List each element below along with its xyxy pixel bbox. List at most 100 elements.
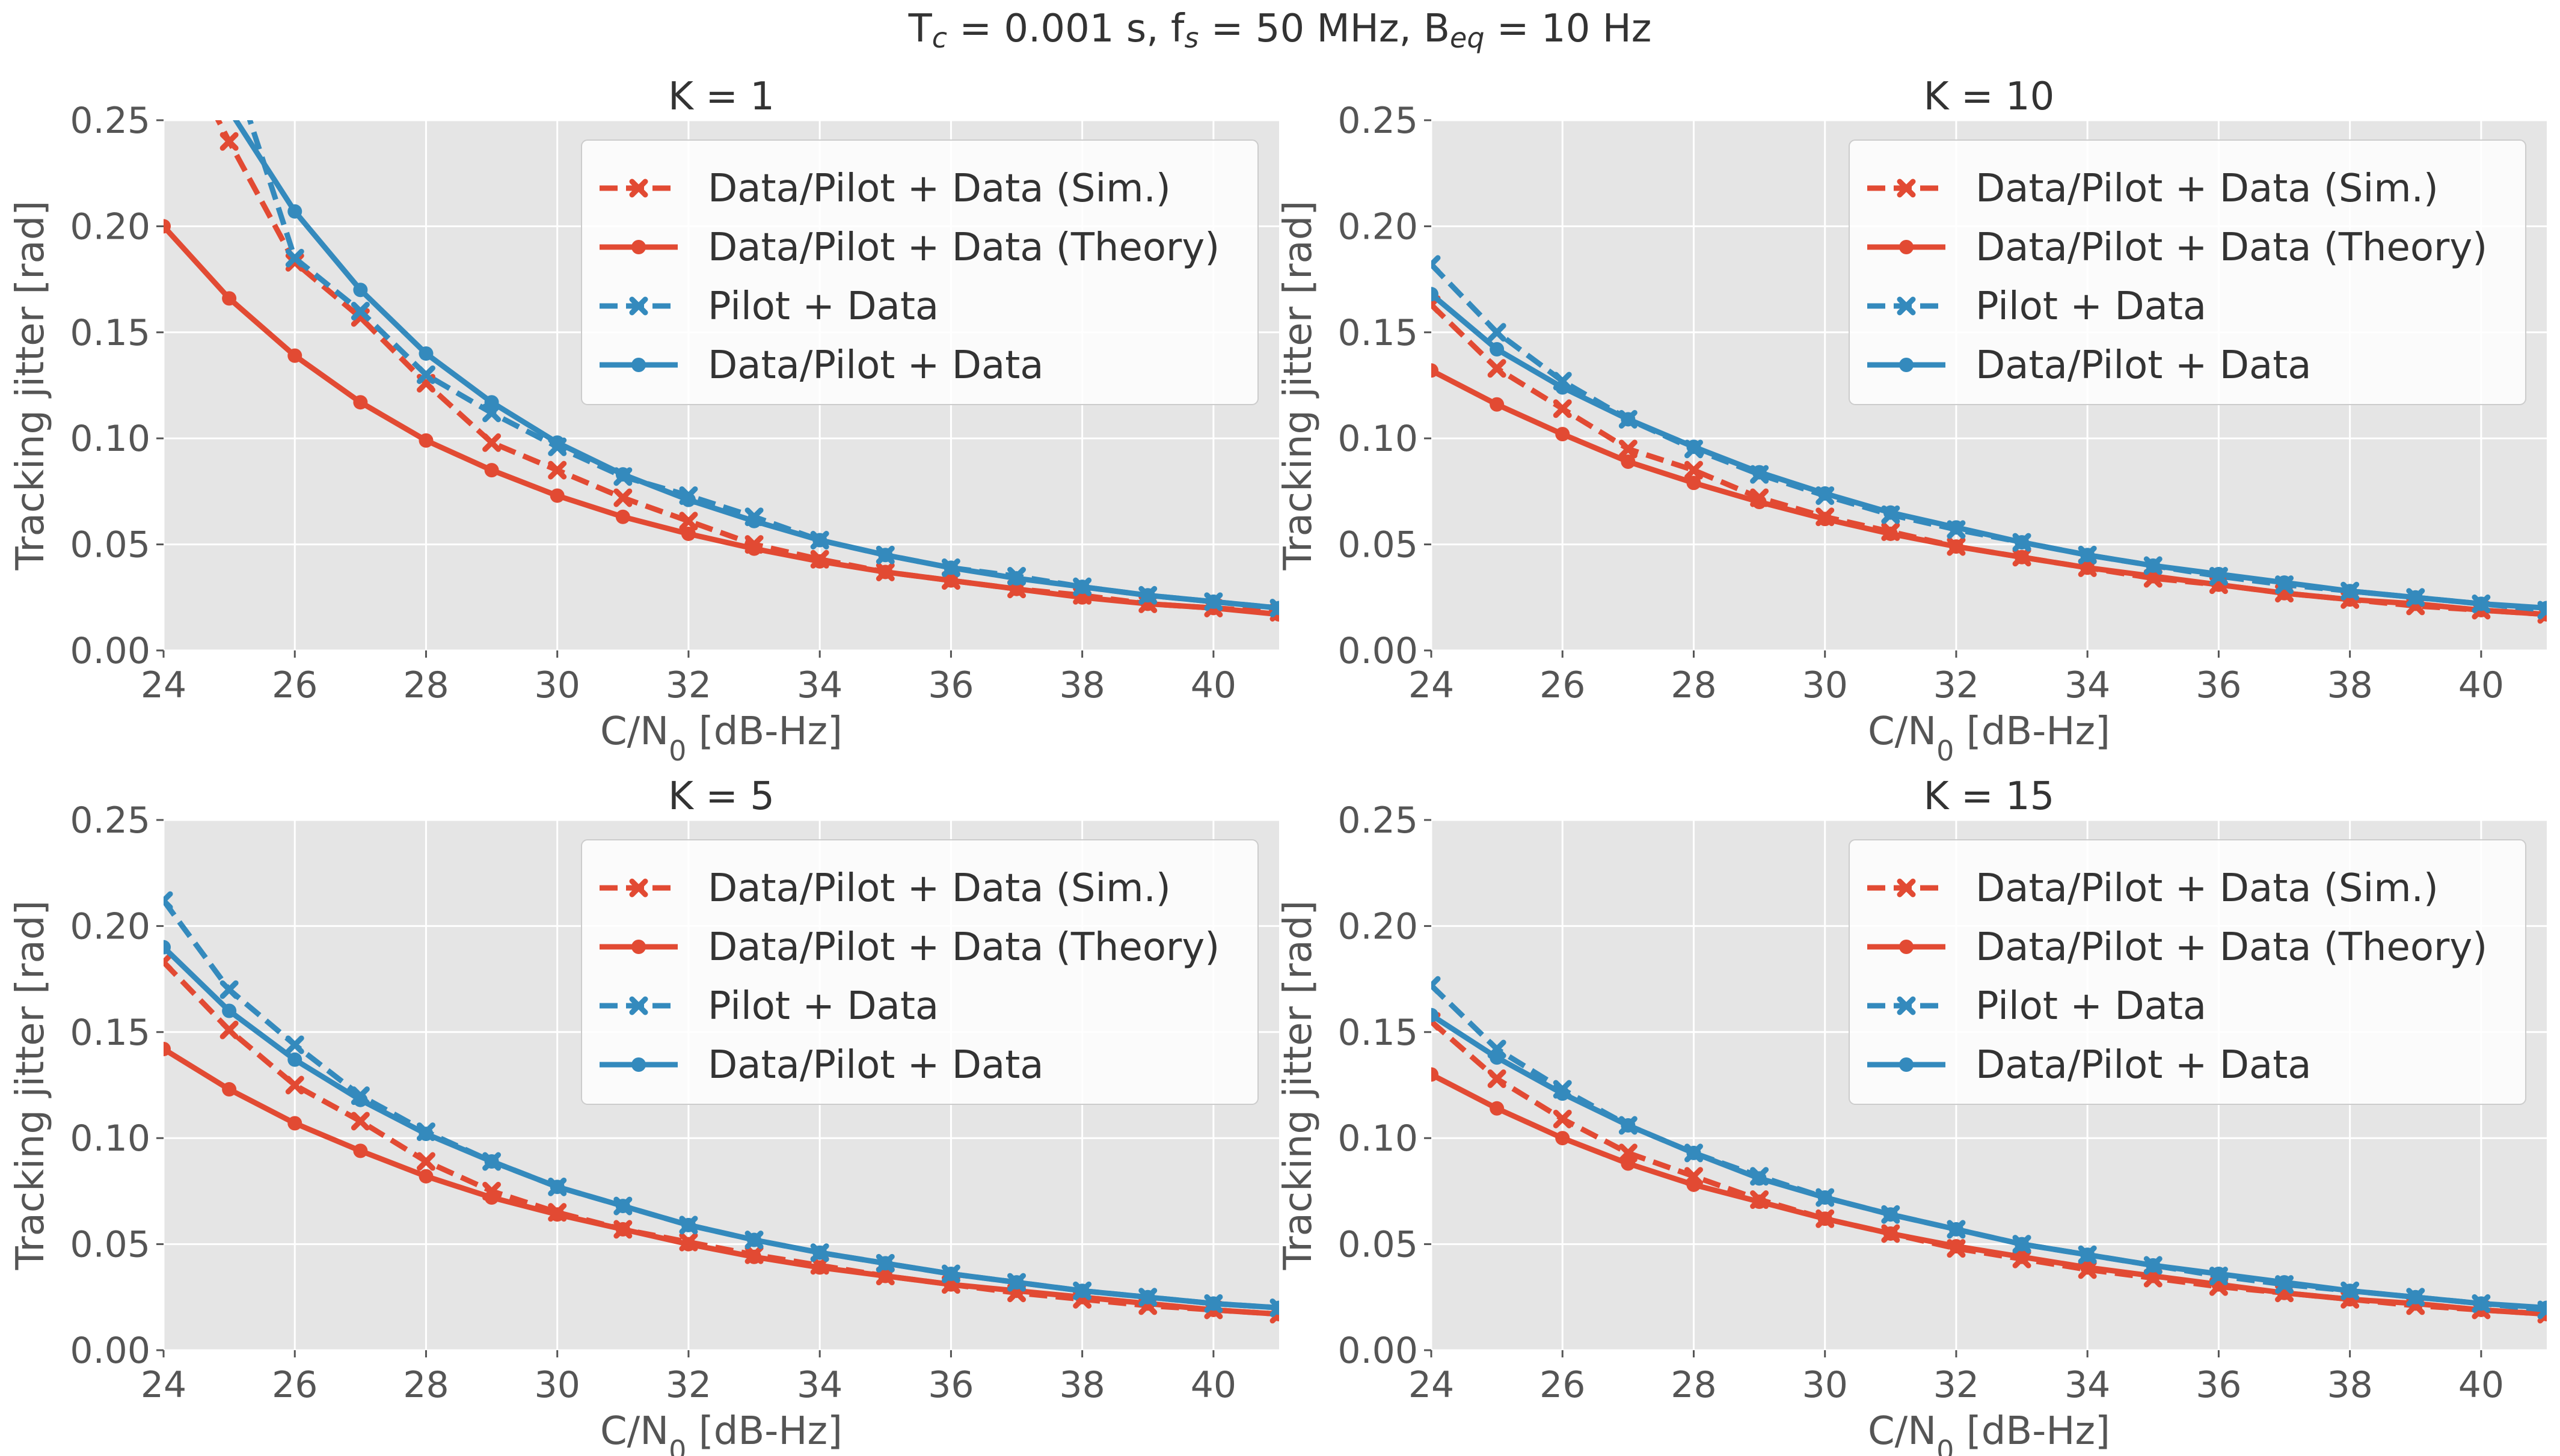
data-point-4 (2342, 584, 2357, 599)
x-tick-label: 38 (1059, 1364, 1105, 1406)
data-point-4 (1621, 1118, 1636, 1133)
data-point-4 (615, 467, 630, 482)
x-tick-label: 32 (666, 664, 711, 706)
data-point-4 (550, 1179, 565, 1194)
data-point-1 (1553, 399, 1572, 418)
data-point-4 (1948, 520, 1963, 535)
x-tick-label: 32 (1933, 1364, 1979, 1406)
data-point-1 (548, 460, 567, 480)
x-tick-label: 34 (797, 664, 843, 706)
data-point-2 (1883, 526, 1898, 541)
x-tick-label: 24 (1408, 1364, 1454, 1406)
data-point-4 (2146, 558, 2161, 573)
legend-label-1: Data/Pilot + Data (Sim.) (1975, 167, 2439, 211)
data-point-3 (416, 365, 435, 384)
data-point-4 (812, 533, 827, 548)
x-axis-label: C/N0 [dB-Hz] (600, 709, 843, 767)
x-tick-label: 30 (1802, 1364, 1848, 1406)
series-line-4 (164, 945, 1279, 1311)
legend-label-1: Data/Pilot + Data (Sim.) (1975, 866, 2439, 911)
data-point-2 (1752, 495, 1767, 510)
y-axis-label: Tracking jitter [rad] (1276, 201, 1321, 571)
data-point-2 (747, 1249, 762, 1264)
data-point-2 (550, 488, 565, 503)
x-tick-label: 36 (928, 664, 974, 706)
data-point-4 (2408, 590, 2423, 605)
data-point-2 (747, 541, 762, 556)
data-point-4 (222, 102, 236, 117)
data-point-2 (878, 1268, 893, 1283)
data-point-4 (944, 1266, 959, 1281)
data-point-2 (1490, 397, 1505, 412)
y-tick-label: 0.00 (70, 630, 150, 672)
data-point-2 (222, 291, 237, 306)
data-point-3 (285, 1035, 304, 1054)
data-point-2 (1431, 363, 1438, 378)
x-tick-label: 36 (928, 1364, 974, 1406)
y-tick-label: 0.20 (1337, 905, 1418, 947)
legend-marker-1 (1897, 179, 1916, 198)
data-point-4 (747, 513, 762, 528)
data-point-4 (615, 1199, 630, 1214)
data-point-4 (1686, 1145, 1701, 1160)
data-point-4 (550, 435, 565, 450)
data-point-4 (287, 204, 302, 219)
legend-label-2: Data/Pilot + Data (Theory) (708, 225, 1220, 270)
data-point-4 (1490, 342, 1505, 357)
data-point-1 (679, 512, 698, 531)
data-point-4 (2473, 596, 2488, 611)
x-tick-label: 34 (2064, 1364, 2110, 1406)
legend-box (1849, 139, 2526, 405)
panel-1: 24 26 28 30 32 34 36 38 40 0.00 0.05 0.10 0.15 0.20 0.… (8, 75, 1279, 767)
legend-marker-2 (631, 240, 646, 254)
data-point-4 (1948, 1222, 1963, 1237)
legend-label-1: Data/Pilot + Data (Sim.) (708, 866, 1171, 911)
y-tick-label: 0.20 (70, 206, 150, 248)
legend-label-3: Pilot + Data (1975, 984, 2206, 1029)
data-point-4 (1272, 1300, 1279, 1315)
data-point-4 (353, 1092, 368, 1107)
data-point-4 (1490, 1050, 1505, 1065)
legend-box (1849, 839, 2526, 1105)
y-tick-label: 0.25 (70, 800, 150, 842)
panel-title: K = 1 (668, 75, 775, 119)
x-tick-label: 24 (1408, 664, 1454, 706)
legend-marker-2 (631, 940, 646, 954)
data-point-3 (164, 891, 173, 910)
data-point-4 (1621, 412, 1636, 427)
data-point-2 (878, 564, 893, 580)
data-point-4 (681, 1217, 696, 1232)
data-point-2 (1883, 1226, 1898, 1241)
y-tick-label: 0.20 (70, 905, 150, 947)
data-point-2 (1431, 1067, 1438, 1082)
legend-label-1: Data/Pilot + Data (Sim.) (708, 167, 1171, 211)
data-point-2 (1817, 1211, 1832, 1226)
x-tick-label: 28 (1671, 1364, 1716, 1406)
panel-3: 24 26 28 30 32 34 36 38 40 0.00 0.05 0.10 0.15 0.20 0.… (8, 774, 1279, 1456)
x-tick-label: 30 (1802, 664, 1848, 706)
data-point-4 (2015, 1237, 2030, 1252)
x-tick-label: 38 (2327, 1364, 2372, 1406)
x-tick-label: 36 (2196, 664, 2241, 706)
data-point-4 (944, 560, 959, 575)
data-point-2 (2080, 1260, 2095, 1275)
data-point-1 (416, 1152, 435, 1171)
data-point-4 (353, 283, 368, 298)
series-layer (164, 102, 1279, 622)
data-point-2 (681, 1237, 696, 1252)
x-tick-label: 24 (141, 1364, 186, 1406)
y-tick-label: 0.15 (70, 1012, 150, 1054)
data-point-2 (1490, 1101, 1505, 1116)
data-point-4 (164, 940, 171, 955)
y-tick-label: 0.10 (70, 1118, 150, 1160)
data-point-4 (1555, 380, 1570, 395)
x-axis-label: C/N0 [dB-Hz] (1868, 709, 2110, 767)
data-point-4 (1817, 1190, 1832, 1205)
data-point-2 (615, 1222, 630, 1237)
legend-label-4: Data/Pilot + Data (1975, 1043, 2312, 1087)
data-point-4 (484, 395, 499, 410)
panel-title: K = 5 (668, 774, 775, 819)
legend-label-2: Data/Pilot + Data (Theory) (1975, 925, 2487, 970)
data-point-4 (1431, 287, 1438, 302)
